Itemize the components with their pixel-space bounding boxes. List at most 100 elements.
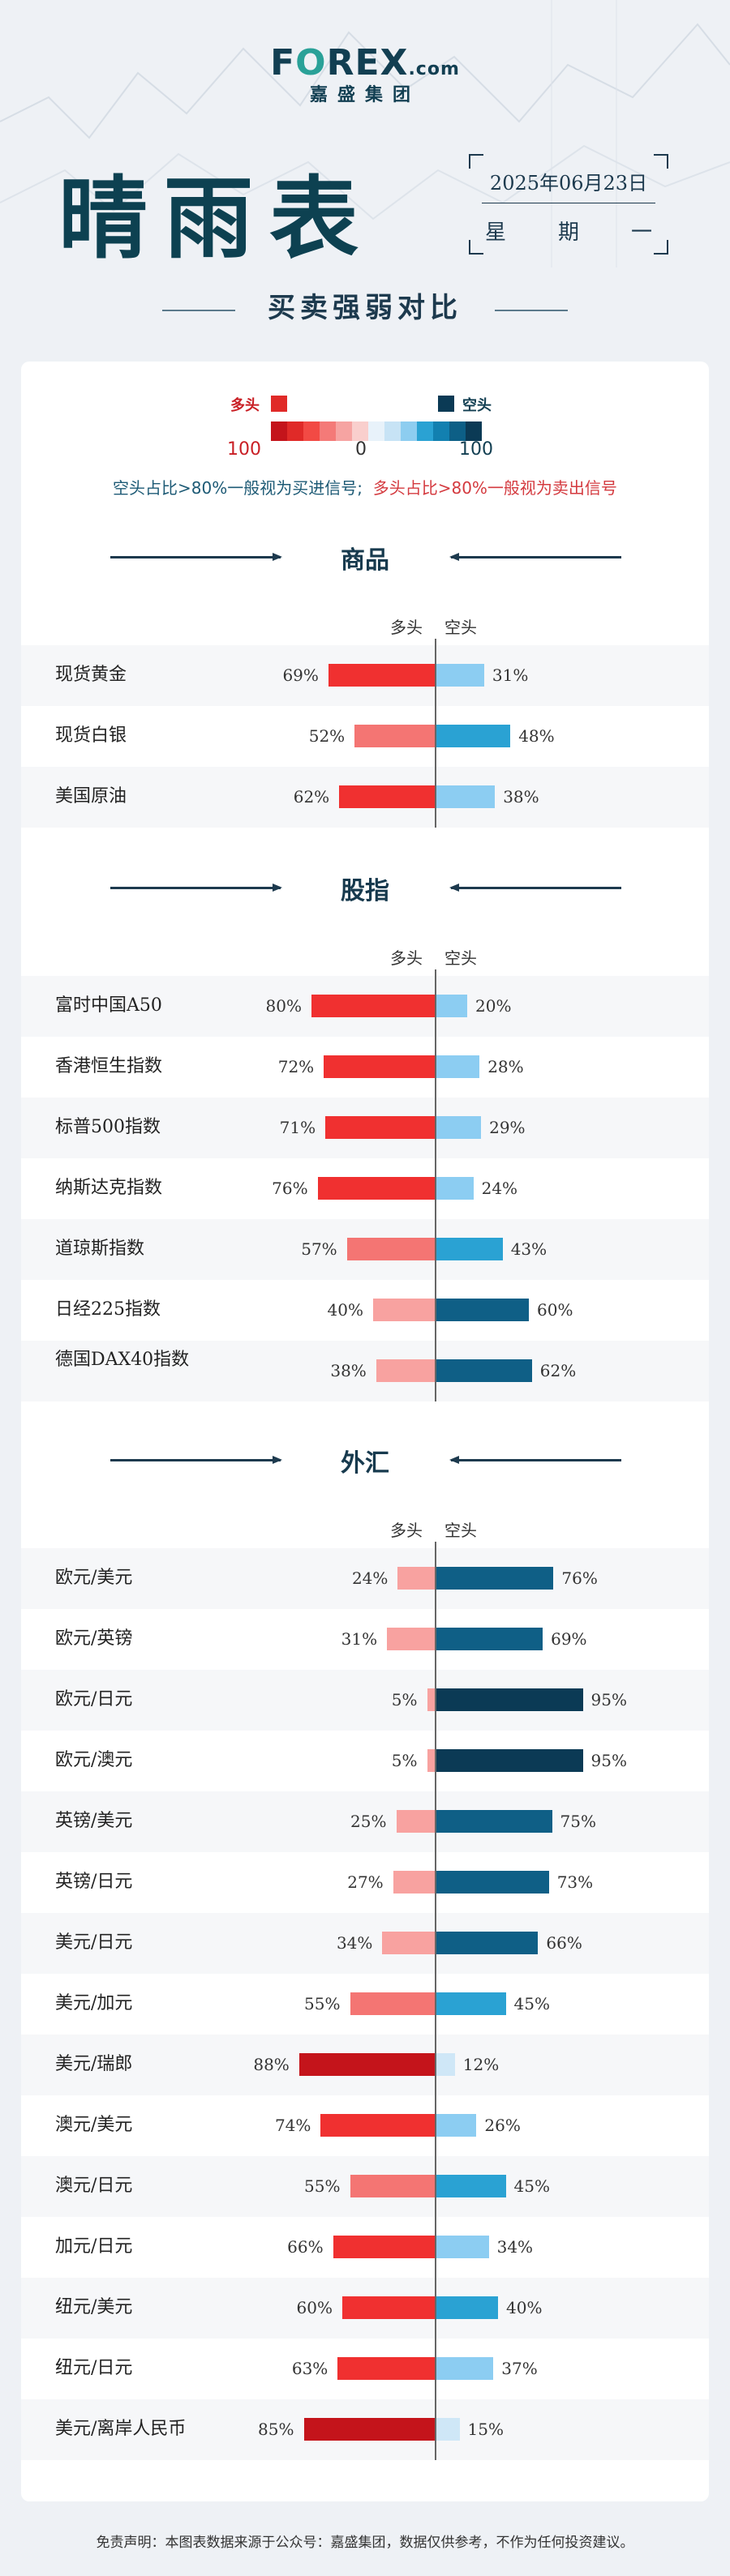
legend-long-label: 多头 bbox=[230, 397, 260, 414]
table-row: 纽元/美元 60% 40% bbox=[21, 2278, 709, 2339]
table-row: 道琼斯指数 57% 43% bbox=[21, 1219, 709, 1280]
long-bar bbox=[328, 664, 435, 687]
short-bar bbox=[436, 1359, 532, 1382]
table-row: 日经225指数 40% 60% bbox=[21, 1280, 709, 1341]
long-bar bbox=[427, 1749, 435, 1772]
short-bar bbox=[436, 1299, 529, 1321]
long-percent-label: 52% bbox=[308, 726, 346, 746]
divider-arrow bbox=[273, 884, 282, 892]
long-bar bbox=[317, 1177, 435, 1200]
category-label: 现货黄金 bbox=[55, 665, 127, 685]
short-bar bbox=[436, 1992, 506, 2015]
short-bar bbox=[436, 1871, 549, 1893]
short-percent-label: 69% bbox=[551, 1629, 587, 1649]
short-percent-label: 26% bbox=[484, 2116, 521, 2135]
disclaimer: 免责声明：本图表数据来源于公众号：嘉盛集团，数据仅供参考，不作为任何投资建议。 bbox=[96, 2535, 634, 2551]
short-percent-label: 45% bbox=[513, 1994, 550, 2013]
center-axis bbox=[435, 969, 436, 1401]
short-bar bbox=[436, 1932, 539, 1954]
short-bar bbox=[436, 2296, 498, 2319]
divider-arrow bbox=[273, 553, 282, 561]
long-percent-label: 88% bbox=[253, 2055, 290, 2074]
legend-gradient-step bbox=[336, 421, 352, 441]
legend-gradient-bar bbox=[271, 421, 482, 441]
brand-logo: FOREX.com 嘉盛集团 bbox=[270, 42, 460, 105]
short-bar bbox=[436, 2357, 494, 2380]
table-row: 美元/瑞郎 88% 12% bbox=[21, 2035, 709, 2095]
table-row: 英镑/日元 27% 73% bbox=[21, 1852, 709, 1913]
short-bar bbox=[436, 2418, 460, 2441]
table-row: 欧元/日元 5% 95% bbox=[21, 1670, 709, 1731]
legend-mid-number: 0 bbox=[355, 439, 367, 460]
column-header-short: 空头 bbox=[444, 948, 477, 968]
table-row: 英镑/美元 25% 75% bbox=[21, 1791, 709, 1852]
table-row: 欧元/澳元 5% 95% bbox=[21, 1731, 709, 1791]
center-axis bbox=[435, 639, 436, 828]
section-divider-right bbox=[449, 553, 621, 561]
long-bar bbox=[339, 785, 435, 808]
long-bar bbox=[373, 1299, 435, 1321]
short-percent-label: 48% bbox=[518, 726, 555, 746]
long-bar bbox=[393, 1871, 435, 1893]
long-bar bbox=[333, 2236, 435, 2258]
signal-note: 空头占比>80%一般视为买进信号; 多头占比>80%一般视为卖出信号 bbox=[113, 478, 617, 498]
long-bar bbox=[354, 725, 435, 747]
short-bar bbox=[436, 1749, 583, 1772]
column-header-long: 多头 bbox=[390, 1521, 423, 1540]
category-label: 德国DAX40指数 bbox=[55, 1350, 190, 1370]
short-percent-label: 31% bbox=[492, 665, 529, 685]
long-percent-label: 24% bbox=[351, 1568, 389, 1588]
divider-arrow bbox=[449, 884, 459, 892]
short-bar bbox=[436, 1628, 543, 1650]
legend-gradient-step bbox=[417, 421, 433, 441]
long-bar bbox=[342, 2296, 435, 2319]
chart-card: 多头 空头 100 0 100 空头占比>80%一般视为买进信号; 多头占比>8… bbox=[21, 362, 709, 2501]
legend-short-swatch bbox=[438, 396, 454, 412]
long-percent-label: 25% bbox=[350, 1812, 387, 1831]
legend-gradient-step bbox=[466, 421, 482, 441]
column-header-long: 多头 bbox=[390, 948, 423, 968]
section-divider-left bbox=[110, 884, 282, 892]
category-label: 英镑/日元 bbox=[55, 1872, 133, 1892]
short-percent-label: 95% bbox=[590, 1751, 627, 1770]
table-row: 标普500指数 71% 29% bbox=[21, 1098, 709, 1158]
long-bar bbox=[337, 2357, 435, 2380]
category-label: 加元/日元 bbox=[55, 2236, 133, 2257]
section-divider-right bbox=[449, 884, 621, 892]
long-bar bbox=[427, 1688, 435, 1711]
long-percent-label: 71% bbox=[279, 1118, 316, 1137]
short-percent-label: 12% bbox=[462, 2055, 500, 2074]
long-bar bbox=[320, 2114, 435, 2137]
long-bar bbox=[324, 1055, 435, 1078]
long-percent-label: 38% bbox=[330, 1361, 367, 1380]
short-percent-label: 38% bbox=[503, 787, 539, 807]
table-row: 澳元/日元 55% 45% bbox=[21, 2156, 709, 2217]
long-percent-label: 69% bbox=[282, 665, 319, 685]
short-bar bbox=[436, 1688, 583, 1711]
category-label: 美元/离岸人民币 bbox=[55, 2419, 187, 2439]
long-percent-label: 60% bbox=[296, 2298, 333, 2317]
long-bar bbox=[298, 2053, 435, 2076]
short-percent-label: 60% bbox=[537, 1300, 573, 1320]
category-label: 富时中国A50 bbox=[55, 995, 162, 1016]
table-row: 加元/日元 66% 34% bbox=[21, 2217, 709, 2278]
short-bar bbox=[436, 785, 496, 808]
legend-left-number: 100 bbox=[227, 439, 261, 460]
short-bar bbox=[436, 1238, 503, 1260]
long-bar bbox=[350, 2175, 435, 2197]
long-percent-label: 66% bbox=[287, 2237, 324, 2257]
background-chart-decoration bbox=[0, 0, 730, 267]
column-header-long: 多头 bbox=[390, 618, 423, 637]
long-percent-label: 76% bbox=[272, 1179, 308, 1198]
short-percent-label: 95% bbox=[590, 1690, 627, 1709]
divider-arrow bbox=[449, 1456, 459, 1464]
short-bar bbox=[436, 995, 467, 1017]
short-percent-label: 28% bbox=[487, 1057, 524, 1076]
short-bar bbox=[436, 725, 511, 747]
section-divider-left bbox=[110, 553, 282, 561]
long-percent-label: 80% bbox=[265, 996, 302, 1016]
long-bar bbox=[387, 1628, 435, 1650]
table-row: 澳元/美元 74% 26% bbox=[21, 2095, 709, 2156]
category-label: 纳斯达克指数 bbox=[55, 1178, 163, 1198]
category-label: 纽元/日元 bbox=[55, 2358, 133, 2378]
